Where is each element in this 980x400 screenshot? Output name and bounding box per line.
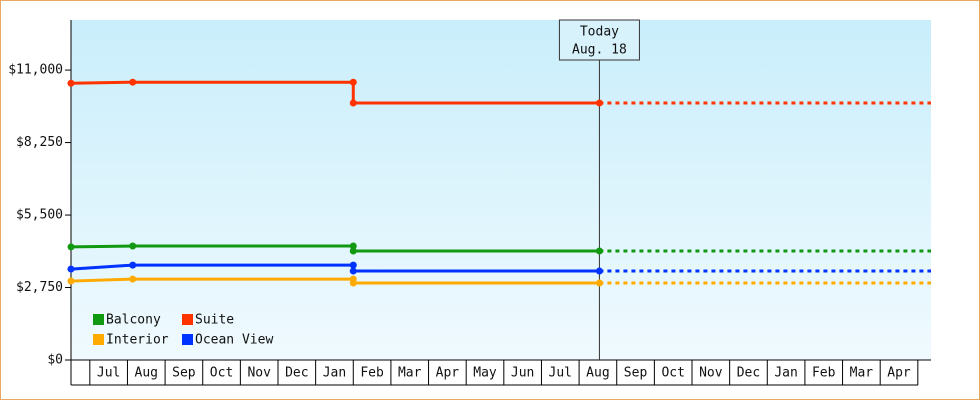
legend-swatch xyxy=(93,314,104,325)
today-box xyxy=(558,19,640,61)
point xyxy=(595,267,603,275)
x-tick-label: Dec xyxy=(737,366,760,381)
y-tick-label: $2,750 xyxy=(16,280,63,295)
x-tick-label: Oct xyxy=(210,366,233,381)
legend-swatch xyxy=(93,334,104,345)
point xyxy=(67,265,75,273)
legend-swatch xyxy=(182,334,193,345)
point xyxy=(129,78,137,86)
point xyxy=(349,267,357,275)
point xyxy=(67,79,75,87)
x-tick-label: Apr xyxy=(887,366,911,381)
legend-label: Interior xyxy=(106,333,169,348)
point xyxy=(129,261,137,269)
today-date: Aug. 18 xyxy=(572,43,627,58)
legend-label: Ocean View xyxy=(195,333,273,348)
legend-label: Suite xyxy=(195,313,234,328)
point xyxy=(595,99,603,107)
y-tick-label: $0 xyxy=(47,353,63,368)
x-tick-label: Jul xyxy=(549,366,572,381)
x-tick-label: Mar xyxy=(850,366,874,381)
point xyxy=(349,78,357,86)
x-tick-label: Nov xyxy=(699,366,723,381)
point xyxy=(349,261,357,269)
today-label: Today xyxy=(580,25,619,40)
point xyxy=(349,279,357,287)
y-tick-label: $11,000 xyxy=(8,63,63,78)
x-tick-label: Nov xyxy=(247,366,271,381)
x-tick-label: Jan xyxy=(323,366,346,381)
x-tick-label: Sep xyxy=(172,366,196,381)
x-tick-label: Feb xyxy=(812,366,836,381)
x-tick-label: Sep xyxy=(624,366,648,381)
x-tick-label: May xyxy=(473,366,497,381)
x-tick-label: Dec xyxy=(285,366,308,381)
x-tick-label: Jun xyxy=(511,366,534,381)
x-tick-label: Aug xyxy=(135,366,158,381)
x-tick-label: Jul xyxy=(97,366,120,381)
y-tick-label: $8,250 xyxy=(16,135,63,150)
x-tick-label: Mar xyxy=(398,366,422,381)
point xyxy=(67,277,75,285)
point xyxy=(67,243,75,251)
x-tick-label: Oct xyxy=(661,366,684,381)
x-tick-label: Apr xyxy=(436,366,460,381)
point xyxy=(595,247,603,255)
x-tick-label: Aug xyxy=(586,366,609,381)
x-tick-label: Jan xyxy=(774,366,797,381)
point xyxy=(129,275,137,283)
point xyxy=(595,279,603,287)
point xyxy=(349,242,357,250)
point xyxy=(349,99,357,107)
legend-label: Balcony xyxy=(106,313,161,328)
point xyxy=(129,242,137,250)
point xyxy=(349,247,357,255)
y-tick-label: $5,500 xyxy=(16,208,63,223)
plot-area xyxy=(71,20,931,360)
x-tick-label: Feb xyxy=(360,366,384,381)
legend-swatch xyxy=(182,314,193,325)
